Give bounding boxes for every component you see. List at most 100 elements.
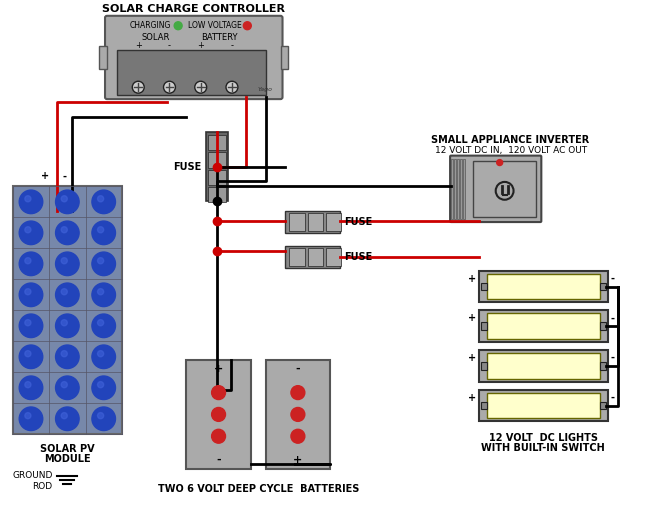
Circle shape: [55, 190, 79, 214]
Circle shape: [195, 81, 207, 93]
Bar: [308, 248, 323, 266]
Circle shape: [25, 351, 31, 357]
Bar: [13, 186, 122, 434]
Text: BATTERY: BATTERY: [201, 33, 238, 42]
Circle shape: [212, 386, 226, 399]
Text: FUSE: FUSE: [173, 161, 201, 172]
Circle shape: [19, 252, 43, 275]
Circle shape: [25, 413, 31, 419]
Bar: [290, 248, 305, 266]
Circle shape: [98, 351, 104, 357]
Bar: [99, 46, 107, 69]
Circle shape: [19, 314, 43, 337]
Circle shape: [55, 283, 79, 307]
Circle shape: [55, 376, 79, 399]
Bar: [460, 159, 462, 219]
Circle shape: [25, 258, 31, 264]
Bar: [479, 271, 608, 303]
Text: -: -: [610, 393, 614, 402]
Circle shape: [25, 289, 31, 295]
Bar: [487, 273, 600, 300]
Text: -: -: [610, 273, 614, 284]
Circle shape: [55, 221, 79, 245]
Circle shape: [19, 283, 43, 307]
Bar: [208, 187, 226, 202]
Bar: [463, 159, 465, 219]
Text: Yago: Yago: [257, 87, 273, 92]
Circle shape: [226, 81, 238, 93]
Text: 12 VOLT DC IN,  120 VOLT AC OUT: 12 VOLT DC IN, 120 VOLT AC OUT: [434, 145, 587, 155]
Circle shape: [55, 252, 79, 275]
Bar: [481, 401, 487, 410]
Text: -: -: [168, 41, 171, 50]
Circle shape: [98, 319, 104, 326]
Circle shape: [55, 345, 79, 369]
Text: +: +: [468, 313, 476, 323]
Bar: [280, 46, 288, 69]
Bar: [487, 353, 600, 379]
Bar: [481, 283, 487, 290]
Text: -: -: [610, 353, 614, 363]
Text: SMALL APPLIANCE INVERTER: SMALL APPLIANCE INVERTER: [432, 135, 589, 145]
Bar: [308, 213, 323, 231]
Text: +: +: [197, 41, 204, 50]
Bar: [290, 213, 305, 231]
Circle shape: [291, 408, 305, 421]
Text: +: +: [468, 353, 476, 363]
Text: -: -: [216, 455, 221, 465]
Bar: [186, 360, 251, 469]
Bar: [451, 159, 453, 219]
Circle shape: [132, 81, 144, 93]
Circle shape: [61, 258, 67, 264]
Text: SOLAR: SOLAR: [141, 33, 170, 42]
Circle shape: [61, 381, 67, 388]
Text: MODULE: MODULE: [44, 454, 90, 464]
Bar: [208, 135, 226, 150]
Text: 12 VOLT  DC LIGHTS: 12 VOLT DC LIGHTS: [489, 433, 598, 443]
Bar: [117, 50, 266, 95]
Circle shape: [98, 196, 104, 202]
Circle shape: [61, 351, 67, 357]
Bar: [479, 390, 608, 421]
Text: FUSE: FUSE: [344, 252, 372, 262]
Text: GROUND
ROD: GROUND ROD: [12, 471, 52, 490]
Circle shape: [19, 407, 43, 431]
FancyBboxPatch shape: [450, 156, 541, 222]
Circle shape: [164, 81, 176, 93]
Circle shape: [19, 190, 43, 214]
Circle shape: [92, 407, 116, 431]
Circle shape: [55, 407, 79, 431]
Bar: [487, 393, 600, 418]
Circle shape: [61, 413, 67, 419]
Text: -: -: [230, 41, 234, 50]
Bar: [326, 213, 341, 231]
Bar: [600, 283, 606, 290]
Text: +: +: [135, 41, 142, 50]
Circle shape: [25, 227, 31, 233]
Text: SOLAR PV: SOLAR PV: [40, 444, 94, 454]
Circle shape: [61, 196, 67, 202]
Text: -: -: [62, 172, 67, 181]
Bar: [481, 362, 487, 370]
Circle shape: [212, 429, 226, 443]
Circle shape: [291, 386, 305, 399]
Circle shape: [61, 289, 67, 295]
Bar: [286, 211, 340, 233]
Circle shape: [98, 413, 104, 419]
Circle shape: [212, 408, 226, 421]
Text: LOW VOLTAGE: LOW VOLTAGE: [187, 21, 242, 30]
Circle shape: [98, 227, 104, 233]
Circle shape: [291, 429, 305, 443]
Circle shape: [92, 345, 116, 369]
Circle shape: [92, 221, 116, 245]
Circle shape: [55, 314, 79, 337]
Circle shape: [98, 258, 104, 264]
Circle shape: [25, 196, 31, 202]
Bar: [457, 159, 459, 219]
Text: +: +: [293, 455, 302, 465]
Circle shape: [92, 314, 116, 337]
Text: +: +: [468, 273, 476, 284]
FancyBboxPatch shape: [105, 16, 282, 99]
Bar: [208, 169, 226, 185]
Text: +: +: [42, 172, 50, 181]
